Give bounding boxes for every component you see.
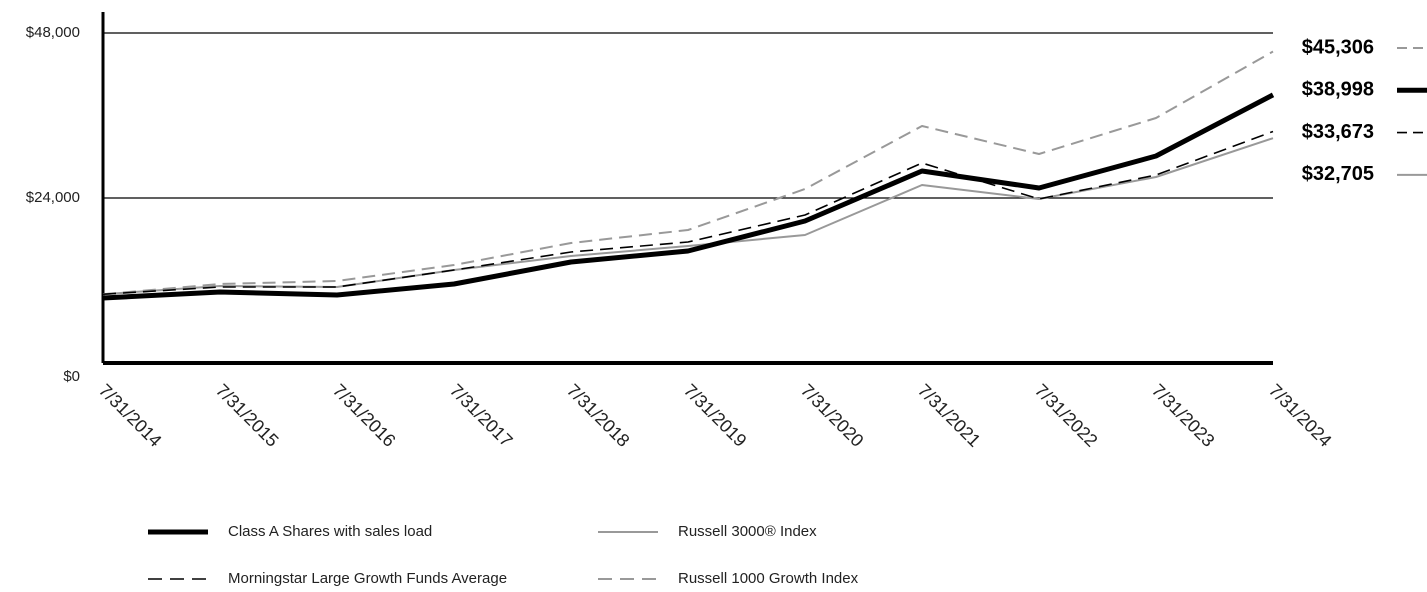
- y-tick-label: $24,000: [26, 189, 80, 206]
- series-line: [102, 92, 1275, 301]
- x-tick-label: 7/31/2020: [797, 380, 868, 451]
- y-tick-label: $48,000: [26, 24, 80, 41]
- x-tick-label: 7/31/2019: [680, 380, 751, 451]
- x-tick-label: 7/31/2021: [914, 380, 985, 451]
- end-value-label: $38,998: [1302, 79, 1374, 101]
- end-value-label: $33,673: [1302, 121, 1374, 143]
- legend-label: Morningstar Large Growth Funds Average: [228, 570, 507, 587]
- x-tick-label: 7/31/2015: [212, 380, 283, 451]
- end-value-label: $32,705: [1302, 163, 1374, 185]
- series-line: [102, 130, 1274, 296]
- legend-label: Class A Shares with sales load: [228, 523, 432, 540]
- legend-label: Russell 3000® Index: [678, 523, 817, 540]
- series-line: [102, 50, 1274, 296]
- x-tick-label: 7/31/2023: [1148, 380, 1219, 451]
- x-tick-label: 7/31/2017: [446, 380, 517, 451]
- x-tick-label: 7/31/2024: [1265, 380, 1336, 451]
- x-tick-label: 7/31/2014: [95, 380, 166, 451]
- x-tick-label: 7/31/2022: [1031, 380, 1102, 451]
- x-tick-label: 7/31/2016: [329, 380, 400, 451]
- series-line: [102, 137, 1274, 296]
- end-value-label: $45,306: [1302, 36, 1374, 58]
- x-tick-label: 7/31/2018: [563, 380, 634, 451]
- y-tick-label: $0: [63, 368, 80, 385]
- legend-label: Russell 1000 Growth Index: [678, 570, 859, 587]
